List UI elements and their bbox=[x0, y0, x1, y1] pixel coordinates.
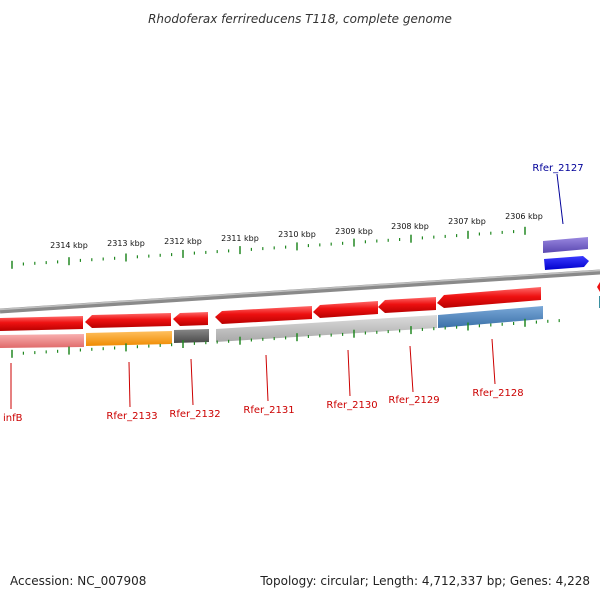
leader-rfer-2131 bbox=[265, 354, 269, 402]
gene-feature-rfer-2127[interactable] bbox=[544, 256, 589, 270]
gene-label-rfer-2129[interactable]: Rfer_2129 bbox=[388, 395, 439, 406]
leader-rfer-2132 bbox=[190, 358, 194, 406]
leader-rfer-2130 bbox=[347, 349, 351, 397]
gene-labels-bottom: infB Rfer_2133 Rfer_2132 Rfer_2131 Rfer_… bbox=[3, 388, 524, 424]
leader-rfer-2128 bbox=[491, 338, 496, 385]
lower-tick-row bbox=[11, 318, 560, 358]
scale-tick-label: 2307 kbp bbox=[448, 217, 486, 226]
topology-text: Topology: circular; Length: 4,712,337 bp… bbox=[260, 574, 590, 588]
gene-label-rfer-2131[interactable]: Rfer_2131 bbox=[243, 405, 294, 416]
gene-label-rfer-2127[interactable]: Rfer_2127 bbox=[532, 163, 583, 174]
scale-tick-label: 2312 kbp bbox=[164, 237, 202, 246]
band-infb bbox=[0, 334, 84, 348]
scale-tick-label: 2308 kbp bbox=[391, 222, 429, 231]
inner-band-row bbox=[0, 306, 543, 348]
upper-tick-row bbox=[11, 226, 526, 269]
gene-arrow-rfer-2128[interactable] bbox=[437, 287, 541, 308]
gene-label-rfer-2130[interactable]: Rfer_2130 bbox=[326, 400, 377, 411]
genome-backbone-highlight bbox=[0, 269, 600, 311]
band-rfer-2133 bbox=[86, 331, 172, 346]
map-title: Rhodoferax ferrireducens T118, complete … bbox=[148, 12, 452, 26]
gene-label-rfer-2132[interactable]: Rfer_2132 bbox=[169, 409, 220, 420]
gene-label-rfer-2133[interactable]: Rfer_2133 bbox=[106, 411, 157, 422]
scale-tick-label: 2310 kbp bbox=[278, 230, 316, 239]
gene-arrow-rfer-2132[interactable] bbox=[173, 312, 208, 326]
gene-arrow-rfer-2133[interactable] bbox=[85, 313, 171, 328]
gene-arrow-row bbox=[0, 287, 541, 331]
gene-label-infb[interactable]: infB bbox=[3, 413, 23, 424]
accession-text: Accession: NC_007908 bbox=[10, 574, 147, 588]
gene-leader-lines bbox=[10, 338, 496, 409]
gene-arrow-infb[interactable] bbox=[0, 316, 83, 331]
leader-rfer-2129 bbox=[409, 345, 414, 393]
genome-backbone bbox=[0, 269, 600, 314]
scale-tick-label: 2309 kbp bbox=[335, 227, 373, 236]
gene-arrow-rfer-2131[interactable] bbox=[215, 306, 312, 324]
scale-tick-label: 2313 kbp bbox=[107, 239, 145, 248]
gene-label-rfer-2128[interactable]: Rfer_2128 bbox=[472, 388, 523, 399]
scale-tick-label: 2314 kbp bbox=[50, 241, 88, 250]
scale-tick-labels: 2314 kbp 2313 kbp 2312 kbp 2311 kbp 2310… bbox=[50, 212, 543, 250]
band-rfer-2131-2129 bbox=[216, 315, 437, 342]
band-rfer-2132 bbox=[174, 329, 209, 343]
band-rfer-2128 bbox=[438, 306, 543, 328]
scale-tick-label: 2306 kbp bbox=[505, 212, 543, 221]
leader-rfer-2133 bbox=[128, 361, 131, 408]
gene-feature-purple[interactable] bbox=[543, 237, 588, 253]
leader-rfer-2127 bbox=[556, 173, 564, 225]
gene-arrow-rfer-2129[interactable] bbox=[378, 297, 436, 313]
gene-feature-edge-red[interactable] bbox=[597, 282, 600, 292]
scale-tick-label: 2311 kbp bbox=[221, 234, 259, 243]
gene-arrow-rfer-2130[interactable] bbox=[313, 301, 378, 318]
